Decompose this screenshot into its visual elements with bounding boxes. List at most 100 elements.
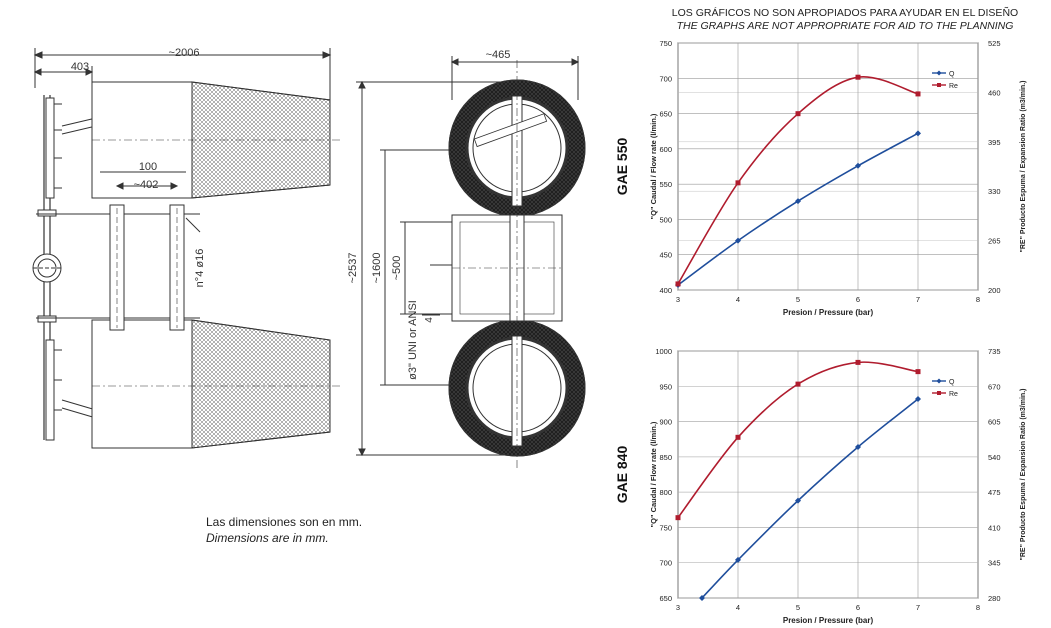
- y-tick-label: 450: [659, 251, 672, 260]
- y-tick-label: 650: [659, 110, 672, 119]
- y-tick-label: 1000: [655, 347, 672, 356]
- data-point-re: [735, 180, 741, 186]
- data-point-re: [855, 359, 861, 365]
- y-tick-label: 900: [659, 418, 672, 427]
- x-tick-label: 4: [736, 603, 740, 612]
- x-tick-label: 6: [856, 295, 860, 304]
- data-point-q: [855, 162, 861, 169]
- data-point-re: [675, 515, 681, 521]
- x-tick-label: 7: [916, 603, 920, 612]
- data-point-re: [675, 281, 681, 287]
- technical-drawing: ~2006 403 100 ~402 n°4 ø16: [32, 47, 586, 470]
- legend-marker: [937, 83, 941, 87]
- y-tick-label: 750: [659, 523, 672, 532]
- chart-title: GAE 550: [614, 137, 630, 195]
- data-point-re: [735, 434, 741, 440]
- dim-100-label: 100: [139, 161, 157, 173]
- data-point-re: [795, 381, 801, 387]
- y-tick-label: 800: [659, 488, 672, 497]
- data-point-q: [795, 198, 801, 205]
- y2-tick-label: 605: [988, 418, 1001, 427]
- x-axis-title: Presion / Pressure (bar): [783, 616, 874, 625]
- y-tick-label: 700: [659, 559, 672, 568]
- y-tick-label: 650: [659, 594, 672, 603]
- legend-marker: [937, 391, 941, 395]
- front-view: [356, 56, 586, 470]
- dimensions-note-en: Dimensions are in mm.: [206, 531, 329, 545]
- y2-tick-label: 280: [988, 594, 1001, 603]
- series-line-re: [677, 76, 919, 285]
- legend-label-re: Re: [949, 83, 958, 90]
- graphs-disclaimer-en: THE GRAPHS ARE NOT APPROPRIATE FOR AID T…: [676, 20, 1014, 32]
- x-tick-label: 3: [676, 603, 680, 612]
- y2-tick-label: 475: [988, 488, 1001, 497]
- dim-4-label: 4: [424, 317, 435, 323]
- dim-402-label: ~402: [134, 179, 159, 191]
- x-tick-label: 6: [856, 603, 860, 612]
- series-line-re: [677, 361, 919, 519]
- legend-marker: [936, 378, 942, 384]
- data-point-re: [915, 369, 921, 375]
- x-tick-label: 5: [796, 295, 800, 304]
- lower-mesh-cone: [191, 319, 331, 449]
- data-point-q: [855, 443, 861, 450]
- y2-axis-title: "RE" Producto Espuma / Expansion Ratio (…: [1020, 81, 1027, 253]
- dim-465-label: ~465: [486, 49, 511, 61]
- y-tick-label: 750: [659, 39, 672, 48]
- y-tick-label: 850: [659, 453, 672, 462]
- data-point-q: [915, 395, 921, 402]
- dim-inlet-label: ø3" UNI or ANSI: [407, 300, 419, 380]
- x-tick-label: 8: [976, 295, 980, 304]
- dim-500-label: ~500: [391, 256, 403, 281]
- y-tick-label: 550: [659, 180, 672, 189]
- data-point-re: [915, 91, 921, 97]
- y-tick-label: 400: [659, 286, 672, 295]
- y2-tick-label: 525: [988, 39, 1001, 48]
- y2-tick-label: 395: [988, 138, 1001, 147]
- lower-generator-body: [91, 319, 193, 449]
- y2-tick-label: 265: [988, 237, 1001, 246]
- y-axis-title: "Q" Caudal / Flow rate (l/min.): [649, 113, 658, 219]
- y-tick-label: 950: [659, 382, 672, 391]
- data-point-re: [795, 111, 801, 117]
- legend-label-q: Q: [949, 379, 955, 386]
- y2-tick-label: 735: [988, 347, 1001, 356]
- y2-axis-title: "RE" Producto Espuma / Expansion Ratio (…: [1020, 389, 1027, 561]
- side-view: [32, 48, 340, 449]
- data-point-q: [735, 556, 741, 563]
- x-axis-title: Presion / Pressure (bar): [783, 308, 874, 317]
- graphs-disclaimer-es: LOS GRÁFICOS NO SON APROPIADOS PARA AYUD…: [671, 7, 1019, 19]
- x-tick-label: 5: [796, 603, 800, 612]
- chart-title: GAE 840: [614, 445, 630, 503]
- dimensions-note: Las dimensiones son en mm. Dimensions ar…: [206, 514, 362, 546]
- legend-marker: [936, 70, 942, 76]
- data-point-q: [795, 497, 801, 504]
- y2-tick-label: 540: [988, 453, 1001, 462]
- y2-tick-label: 460: [988, 88, 1001, 97]
- legend-label-re: Re: [949, 391, 958, 398]
- data-point-q: [699, 595, 705, 601]
- x-tick-label: 8: [976, 603, 980, 612]
- y2-tick-label: 345: [988, 559, 1001, 568]
- chart-gae-550: 400 450 500 550 600 650 700 750 200 265 330 395 460 5…: [614, 39, 1027, 317]
- dimensions-note-es: Las dimensiones son en mm.: [206, 515, 363, 529]
- y-axis-title: "Q" Caudal / Flow rate (l/min.): [649, 421, 658, 527]
- y2-tick-label: 670: [988, 382, 1001, 391]
- data-point-q: [915, 130, 921, 137]
- dim-1600-label: ~1600: [371, 253, 383, 284]
- y-tick-label: 500: [659, 215, 672, 224]
- x-tick-label: 4: [736, 295, 740, 304]
- dim-403-label: 403: [71, 61, 89, 73]
- dim-holes-label: n°4 ø16: [194, 249, 206, 288]
- y2-tick-label: 200: [988, 286, 1001, 295]
- dim-2537-label: ~2537: [347, 253, 359, 284]
- x-tick-label: 7: [916, 295, 920, 304]
- y-tick-label: 600: [659, 145, 672, 154]
- x-tick-label: 3: [676, 295, 680, 304]
- chart-gae-840: 6507007508008509009501000280345410475540…: [614, 347, 1027, 625]
- graphs-disclaimer: LOS GRÁFICOS NO SON APROPIADOS PARA AYUD…: [640, 7, 1050, 33]
- y2-tick-label: 410: [988, 523, 1001, 532]
- y2-tick-label: 330: [988, 187, 1001, 196]
- data-point-q: [735, 237, 741, 244]
- dim-overall-label: ~2006: [169, 47, 200, 59]
